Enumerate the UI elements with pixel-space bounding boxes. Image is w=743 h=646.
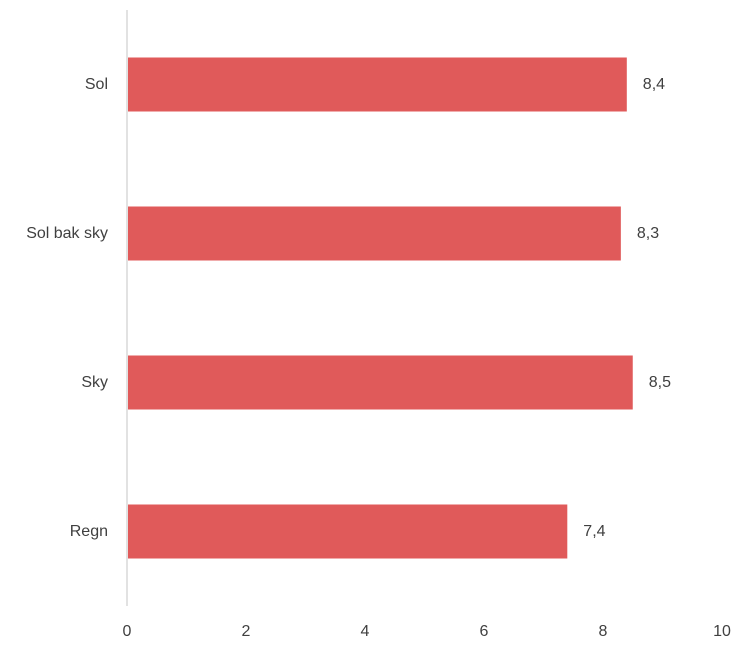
data-label: 8,5 xyxy=(649,374,671,391)
bar xyxy=(128,206,621,261)
category-label: Sky xyxy=(81,374,108,391)
data-label: 7,4 xyxy=(583,523,605,540)
bar xyxy=(128,57,627,112)
value-labels: 8,4 8,3 8,5 7,4 xyxy=(583,76,671,540)
x-tick-label: 10 xyxy=(713,623,731,640)
x-tick-label: 0 xyxy=(123,623,132,640)
bar xyxy=(128,504,568,559)
category-label: Sol xyxy=(85,76,108,93)
data-label: 8,3 xyxy=(637,225,659,242)
bars-group xyxy=(128,57,633,559)
data-label: 8,4 xyxy=(643,76,665,93)
x-tick-label: 6 xyxy=(480,623,489,640)
category-labels: Sol Sol bak sky Sky Regn xyxy=(26,76,108,540)
bar xyxy=(128,355,633,410)
category-label: Sol bak sky xyxy=(26,225,108,242)
category-label: Regn xyxy=(70,523,108,540)
x-tick-label: 4 xyxy=(361,623,370,640)
x-tick-label: 8 xyxy=(599,623,608,640)
x-tick-labels: 0 2 4 6 8 10 xyxy=(123,623,731,640)
x-tick-label: 2 xyxy=(242,623,251,640)
